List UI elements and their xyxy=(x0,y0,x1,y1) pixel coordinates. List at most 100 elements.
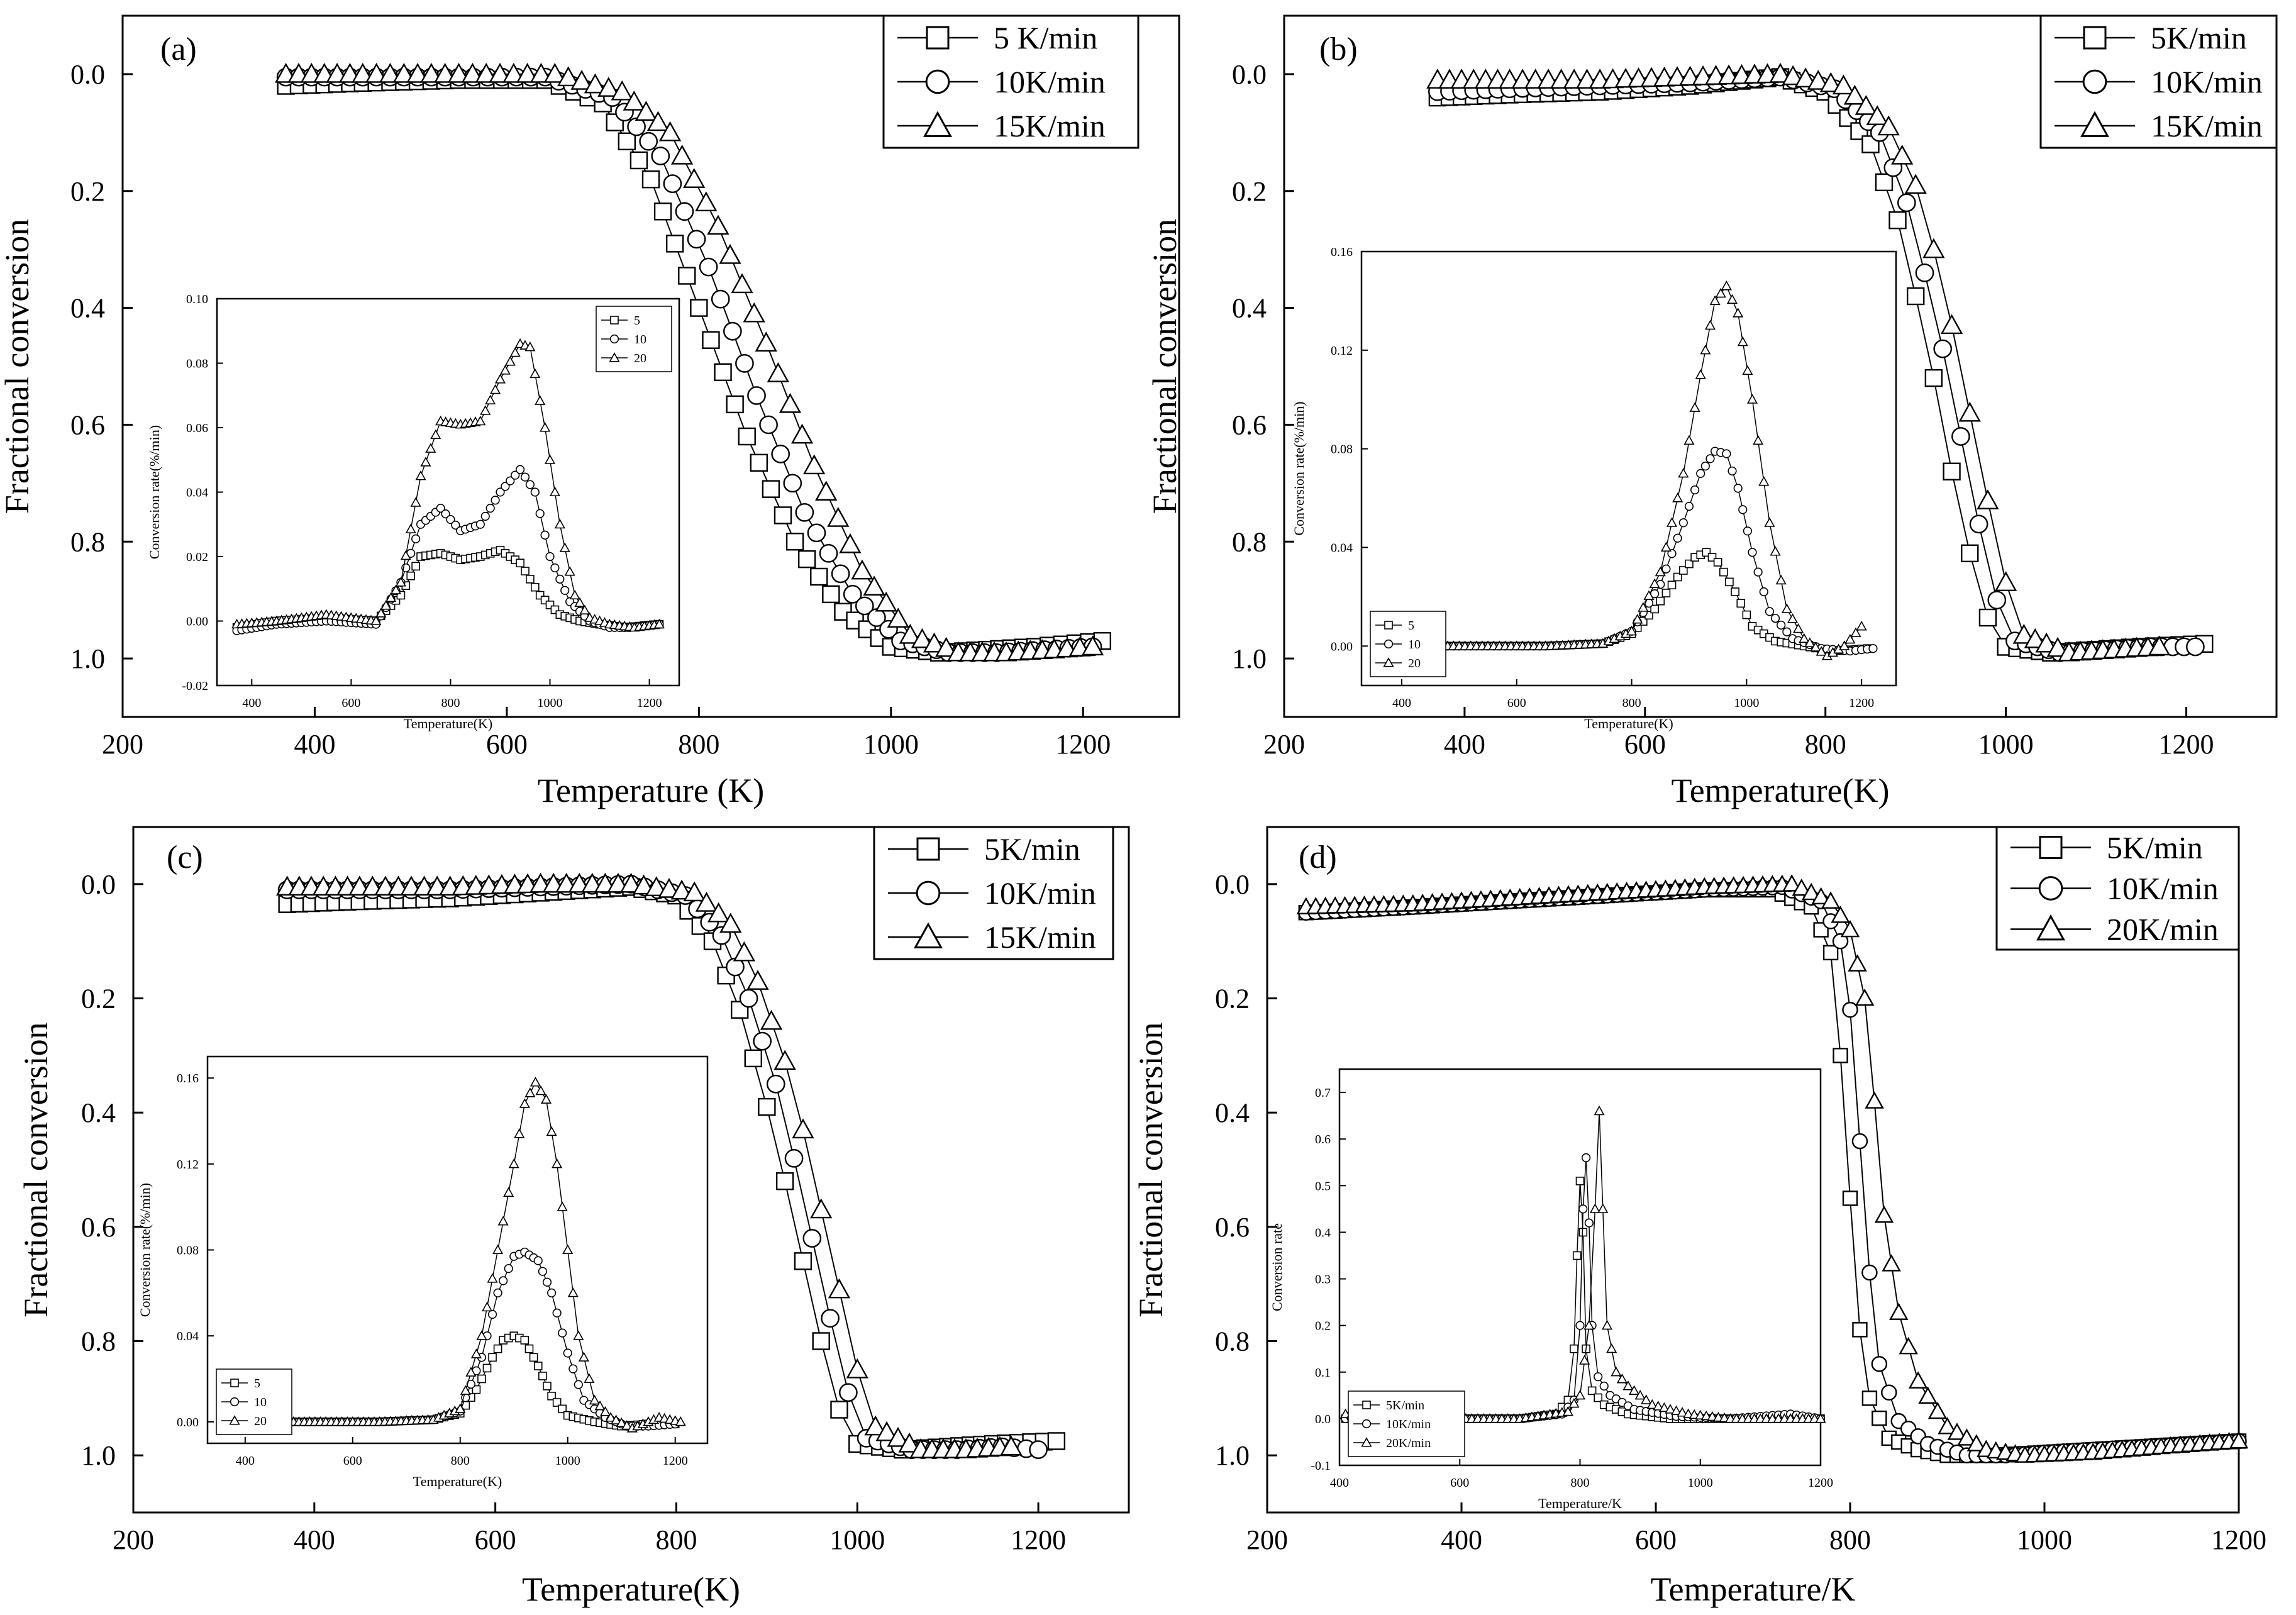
inset-data-point-square xyxy=(516,558,524,568)
inset-data-point-triangle xyxy=(385,592,397,602)
data-point-triangle xyxy=(1922,238,1945,258)
data-point-triangle xyxy=(597,77,620,97)
y-tick-label: 0.8 xyxy=(1215,1326,1250,1357)
y-tick-label: 0.2 xyxy=(1215,984,1250,1014)
inset-data-point-triangle xyxy=(455,1403,466,1413)
inset-y-tick-label: 0.00 xyxy=(186,615,208,629)
inset-chart: 400 600 800 1000 1200 0.00 0.04 0.08 0.12 0.16 Tem… xyxy=(1291,245,1897,731)
inset-data-point-triangle xyxy=(499,365,511,375)
data-point-circle xyxy=(747,386,766,405)
inset-series-triangle xyxy=(1378,280,1867,660)
data-point-triangle xyxy=(646,111,670,131)
legend-label: 10K/min xyxy=(984,875,1096,911)
inset-data-point-triangle xyxy=(1606,1343,1617,1353)
inset-data-point-triangle xyxy=(535,1085,546,1096)
inset-legend-label: 5 xyxy=(254,1377,260,1390)
data-point-triangle xyxy=(1801,882,1821,901)
inset-data-point-triangle xyxy=(1737,336,1748,347)
data-point-square xyxy=(794,1252,812,1270)
inset-data-point-triangle xyxy=(1815,1413,1826,1423)
inset-data-point-triangle xyxy=(530,1077,541,1087)
legend-marker-triangle xyxy=(923,111,952,137)
inset-data-point-square xyxy=(533,1362,543,1370)
inset-data-point-triangle xyxy=(1793,623,1804,633)
data-point-triangle xyxy=(887,1426,909,1447)
x-axis-label: Temperature(K) xyxy=(522,1570,740,1608)
data-point-square xyxy=(1842,1190,1858,1206)
inset-y-tick-label: 0.16 xyxy=(177,1072,199,1085)
inset-data-point-circle xyxy=(1696,469,1705,478)
y-tick-label: 1.0 xyxy=(1232,643,1267,674)
inset-data-point-square xyxy=(1725,577,1734,587)
inset-data-point-circle xyxy=(525,480,535,489)
inset-chart: 400 600 800 1000 1200 -0.1 0.0 0.1 0.2 0.3 0.4 0.5 0… xyxy=(1269,1068,1833,1511)
inset-data-point-circle xyxy=(1765,607,1775,616)
inset-data-point-triangle xyxy=(611,1414,622,1424)
data-point-triangle xyxy=(1865,1091,1884,1109)
data-point-triangle xyxy=(851,559,873,580)
data-point-triangle xyxy=(420,62,443,83)
data-point-circle xyxy=(2186,637,2205,657)
data-point-triangle xyxy=(1769,62,1792,83)
inset-data-point-circle xyxy=(550,563,560,573)
inset-data-point-triangle xyxy=(508,1158,519,1168)
data-point-circle xyxy=(1029,1440,1048,1459)
data-point-triangle xyxy=(815,480,838,501)
inset-legend-label: 10K/min xyxy=(1386,1418,1431,1431)
inset-data-point-triangle xyxy=(1649,578,1660,589)
inset-data-point-triangle xyxy=(535,395,546,405)
inset-data-point-triangle xyxy=(504,356,516,366)
inset-data-point-triangle xyxy=(1568,1397,1580,1408)
plot-frame xyxy=(121,14,1180,718)
data-point-square xyxy=(797,550,816,569)
y-tick-label: 0.6 xyxy=(70,409,105,440)
inset-data-point-triangle xyxy=(470,1348,482,1358)
data-point-triangle xyxy=(1891,144,1914,165)
inset-legend-label: 10 xyxy=(254,1396,267,1409)
data-point-triangle xyxy=(619,872,643,893)
inset-data-point-triangle xyxy=(460,1385,471,1395)
data-point-triangle xyxy=(719,913,742,933)
data-point-triangle xyxy=(863,575,885,596)
inset-y-axis-label: Conversion rate(%/min) xyxy=(1291,401,1307,535)
inset-data-point-triangle xyxy=(594,1400,606,1411)
inset-data-point-triangle xyxy=(1700,1410,1712,1421)
inset-legend-marker-circle xyxy=(230,1397,240,1407)
inset-data-point-triangle xyxy=(420,457,431,467)
data-point-triangle xyxy=(406,62,429,83)
data-point-square xyxy=(665,235,684,253)
y-tick-label: 0.6 xyxy=(81,1212,116,1243)
inset-data-point-triangle xyxy=(509,347,521,357)
inset-data-point-circle xyxy=(1594,1372,1603,1382)
data-point-triangle xyxy=(792,1118,814,1139)
inset-data-point-triangle xyxy=(653,618,665,629)
inset-x-tick-label: 800 xyxy=(441,696,460,710)
inset-data-point-square xyxy=(1650,604,1659,614)
data-point-circle xyxy=(821,1309,840,1328)
legend-marker-circle xyxy=(2038,876,2063,901)
inset-y-tick-label: -0.1 xyxy=(1311,1459,1331,1473)
data-point-triangle xyxy=(1957,1428,1977,1446)
inset-data-point-circle xyxy=(504,1264,513,1274)
inset-x-tick-label: 400 xyxy=(242,696,261,710)
inset-data-point-triangle xyxy=(503,1187,514,1197)
inset-data-point-triangle xyxy=(584,1373,595,1384)
data-point-square xyxy=(1833,1048,1848,1063)
inset-data-point-square xyxy=(1736,599,1746,608)
data-point-triangle xyxy=(530,62,553,83)
legend-marker-circle xyxy=(2082,69,2107,94)
y-tick-label: 1.0 xyxy=(70,643,105,674)
legend-label: 15K/min xyxy=(984,919,1096,955)
inset-data-point-circle xyxy=(446,514,455,524)
data-point-square xyxy=(1888,211,1907,230)
inset-data-point-square xyxy=(472,1385,481,1394)
inset-data-point-triangle xyxy=(1700,344,1711,355)
legend-label: 5K/min xyxy=(984,831,1080,867)
inset-data-point-square xyxy=(531,582,540,592)
data-point-triangle xyxy=(864,1415,887,1436)
inset-data-point-triangle xyxy=(605,1412,616,1422)
inset-data-point-triangle xyxy=(540,1094,552,1104)
series-triangle xyxy=(276,872,1023,1458)
panel-d: 200 400 600 800 1000 1200 0.0 0.2 0.4 0.6 0.8 1.0 Te… xyxy=(1132,826,2266,1608)
panel-label: (a) xyxy=(160,31,197,67)
